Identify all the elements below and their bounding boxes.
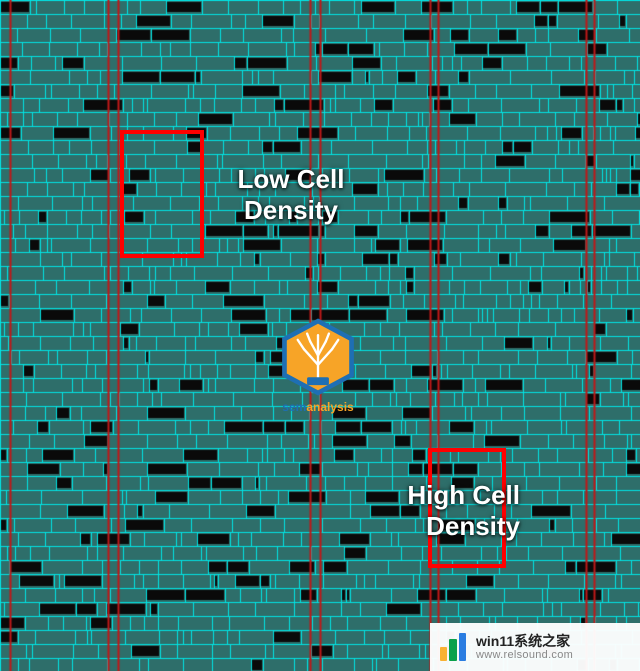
logo-hexagon (279, 318, 357, 396)
watermark-logo-icon (440, 633, 468, 661)
semanalysis-logo: semanalysis (272, 318, 364, 426)
watermark-main-text: win11系统之家 (476, 633, 573, 649)
logo-text: semanalysis (272, 400, 364, 414)
figure-root: semanalysis win11系统之家 www.relsound.com L… (0, 0, 640, 671)
logo-text-suffix: analysis (306, 400, 353, 414)
logo-svg (279, 318, 357, 396)
watermark: win11系统之家 www.relsound.com (430, 623, 640, 671)
logo-text-prefix: sem (282, 400, 306, 414)
watermark-logo-bar (440, 647, 447, 661)
high-density-label: High Cell Density (340, 480, 520, 542)
low-density-box (120, 130, 204, 258)
watermark-logo-bar (459, 633, 466, 661)
watermark-text: win11系统之家 www.relsound.com (476, 633, 573, 662)
low-density-label: Low Cell Density (206, 164, 376, 226)
watermark-logo-bar (449, 639, 456, 661)
watermark-sub-text: www.relsound.com (476, 649, 573, 662)
